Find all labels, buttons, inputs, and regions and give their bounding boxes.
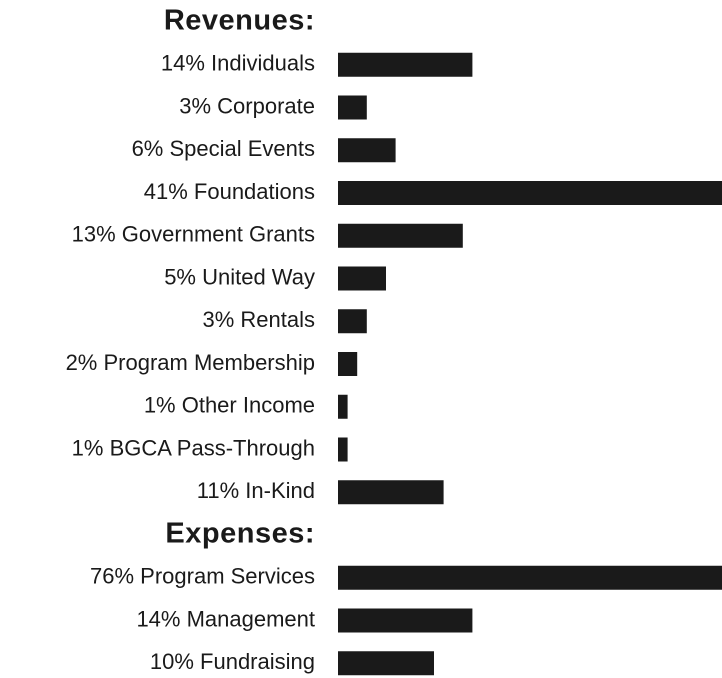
bar-label: 76% Program Services: [90, 564, 315, 589]
bar-label: 1% BGCA Pass-Through: [72, 435, 315, 460]
bar: [338, 138, 396, 163]
plot: Revenues: 14% Individuals 3% Corporate 6% S…: [66, 5, 722, 676]
bar-label: 2% Program Membership: [66, 350, 315, 375]
bar-label: 1% Other Income: [144, 393, 315, 418]
bar: [338, 95, 367, 120]
bar: [338, 309, 367, 334]
bar-label: 6% Special Events: [132, 136, 315, 161]
bar: [338, 437, 348, 462]
bar: [338, 52, 473, 77]
section-title: Expenses:: [165, 518, 315, 550]
bar-label: 3% Rentals: [202, 307, 315, 332]
bar: [338, 608, 473, 633]
bar-label: 41% Foundations: [144, 179, 315, 204]
bar-label: 14% Individuals: [161, 51, 315, 76]
bar-label: 3% Corporate: [179, 93, 315, 118]
bar-label: 5% United Way: [164, 264, 315, 289]
bar: [338, 651, 434, 676]
bar: [338, 565, 722, 590]
bar-label: 11% In-Kind: [197, 478, 315, 503]
bar-label: 13% Government Grants: [72, 222, 315, 247]
section-title: Revenues:: [164, 5, 315, 37]
bar: [338, 394, 348, 419]
bar-label: 10% Fundraising: [150, 649, 315, 674]
bar: [338, 181, 722, 205]
bar: [338, 266, 386, 291]
bar: [338, 223, 463, 248]
bar: [338, 480, 444, 505]
bar: [338, 352, 358, 376]
bar-label: 14% Management: [136, 606, 315, 631]
